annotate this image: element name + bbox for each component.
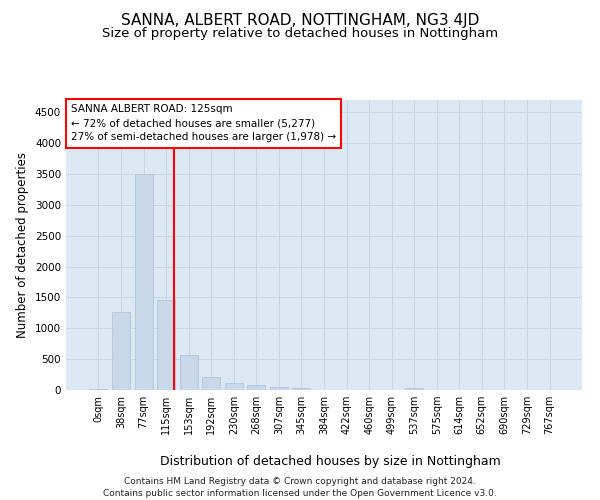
Bar <box>225 383 243 390</box>
Bar <box>134 174 152 390</box>
Text: SANNA ALBERT ROAD: 125sqm
← 72% of detached houses are smaller (5,277)
27% of se: SANNA ALBERT ROAD: 125sqm ← 72% of detac… <box>71 104 336 142</box>
Bar <box>157 300 175 390</box>
Bar <box>405 388 423 390</box>
Bar <box>270 386 288 390</box>
Bar <box>179 356 198 390</box>
Text: Contains HM Land Registry data © Crown copyright and database right 2024.
Contai: Contains HM Land Registry data © Crown c… <box>103 476 497 498</box>
Text: Distribution of detached houses by size in Nottingham: Distribution of detached houses by size … <box>160 454 500 468</box>
Bar <box>112 312 130 390</box>
Text: SANNA, ALBERT ROAD, NOTTINGHAM, NG3 4JD: SANNA, ALBERT ROAD, NOTTINGHAM, NG3 4JD <box>121 12 479 28</box>
Bar <box>202 377 220 390</box>
Text: Size of property relative to detached houses in Nottingham: Size of property relative to detached ho… <box>102 28 498 40</box>
Y-axis label: Number of detached properties: Number of detached properties <box>16 152 29 338</box>
Bar <box>247 386 265 390</box>
Bar <box>292 388 310 390</box>
